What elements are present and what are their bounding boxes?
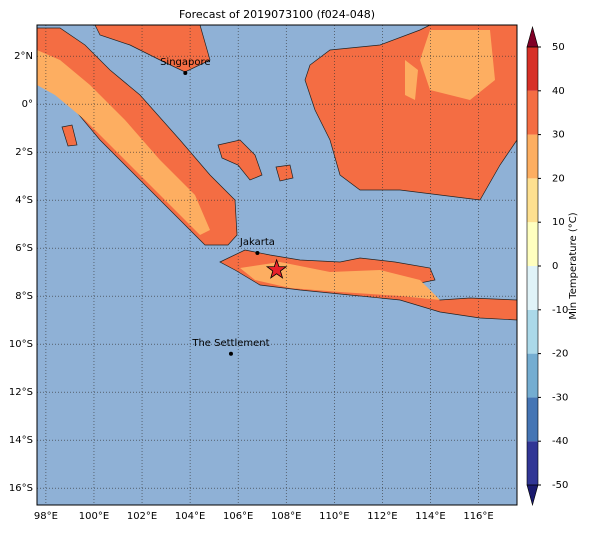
colorbar-extend-over <box>526 25 539 48</box>
map-frame <box>36 24 518 506</box>
y-tick-label: 0° <box>22 99 33 110</box>
colorbar-tick-label: 40 <box>552 86 565 97</box>
colorbar-tick-label: 0 <box>552 261 558 272</box>
y-tick-label: 14°S <box>9 435 33 446</box>
x-tick-label: 98°E <box>34 511 58 522</box>
colorbar-tick-label: 30 <box>552 130 565 141</box>
x-tick-label: 106°E <box>223 511 253 522</box>
y-tick-label: 16°S <box>9 483 33 494</box>
place-label: Singapore <box>160 57 210 68</box>
y-tick-label: 2°S <box>15 147 33 158</box>
colorbar-tick-label: -40 <box>552 436 568 447</box>
colorbar-level <box>527 266 538 310</box>
place-label: Jakarta <box>239 237 275 248</box>
colorbar-level <box>527 309 538 354</box>
y-tick-label: 6°S <box>15 243 33 254</box>
x-tick-label: 100°E <box>79 511 109 522</box>
x-tick-label: 108°E <box>271 511 301 522</box>
colorbar-level <box>527 90 538 135</box>
place-marker <box>183 71 188 75</box>
x-tick-label: 110°E <box>319 511 349 522</box>
y-tick-label: 10°S <box>9 339 33 350</box>
x-tick-label: 102°E <box>127 511 157 522</box>
x-tick-label: 112°E <box>367 511 397 522</box>
colorbar-level <box>527 441 538 485</box>
colorbar-tick-label: -10 <box>552 305 568 316</box>
star-marker <box>265 258 288 279</box>
colorbar-tick-label: 20 <box>552 173 565 184</box>
place-marker <box>255 251 260 255</box>
place-marker <box>228 351 233 356</box>
graticule <box>37 25 517 505</box>
place-label: The Settlement <box>191 338 269 349</box>
y-tick-label: 4°S <box>15 195 33 206</box>
colorbar-extend-under <box>526 484 539 507</box>
colorbar-level <box>527 178 538 223</box>
x-tick-label: 104°E <box>175 511 205 522</box>
colorbar-tick-label: -30 <box>552 392 568 403</box>
colorbar-level <box>527 47 538 91</box>
colorbar-level <box>527 222 538 266</box>
x-tick-label: 116°E <box>463 511 493 522</box>
colorbar-tick-label: 50 <box>552 42 565 53</box>
y-tick-label: 12°S <box>9 387 33 398</box>
title: Forecast of 2019073100 (f024-048) <box>179 8 375 21</box>
land <box>36 24 518 321</box>
colorbar-level <box>527 353 538 398</box>
colorbar-tick-label: 10 <box>552 217 565 228</box>
colorbar-level <box>527 397 538 442</box>
colorbar-tick-label: -20 <box>552 349 568 360</box>
y-tick-label: 2°N <box>14 51 33 62</box>
y-tick-label: 8°S <box>15 291 33 302</box>
colorbar-level <box>527 134 538 179</box>
x-tick-label: 114°E <box>415 511 445 522</box>
colorbar-label: Min Temperature (°C) <box>568 212 579 319</box>
colorbar-tick-label: -50 <box>552 480 568 491</box>
